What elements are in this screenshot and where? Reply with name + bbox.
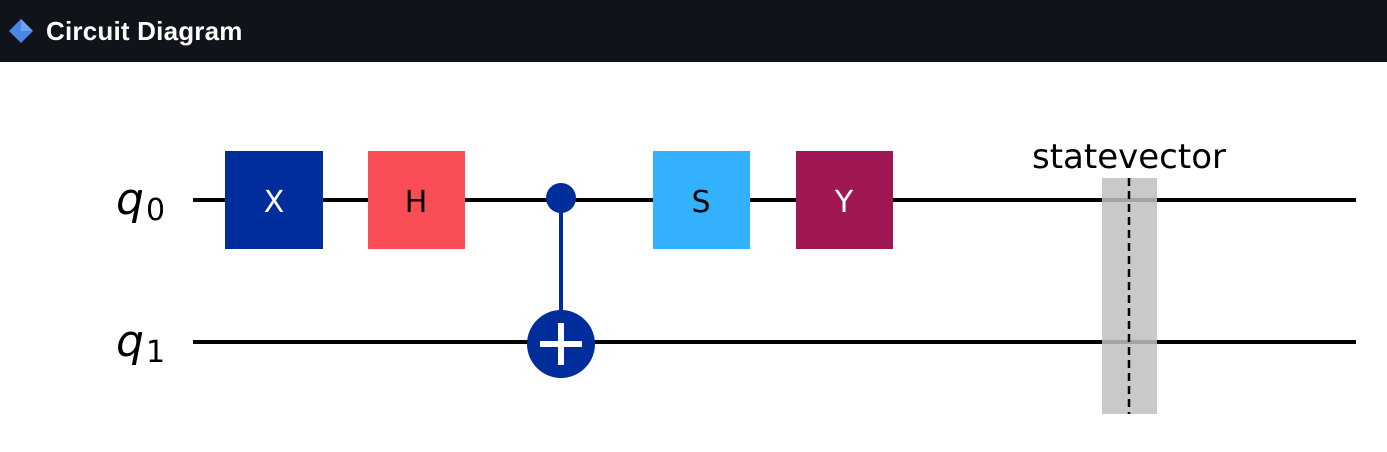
gate-h-label: H [405, 185, 428, 220]
gate-x-label: X [264, 185, 285, 220]
barrier-label: statevector [1032, 137, 1226, 177]
cnot-target [527, 310, 595, 378]
gate-s-label: S [691, 185, 710, 220]
gate-s [653, 151, 750, 249]
blue-diamond-icon [6, 16, 36, 46]
circuit-canvas: q0 q1 X H S Y statevector [0, 62, 1387, 448]
gate-h [368, 151, 465, 249]
page-title: Circuit Diagram [46, 15, 243, 46]
qubit-label-q0: q0 [116, 174, 165, 228]
app-header: Circuit Diagram [0, 0, 1387, 62]
gate-x [225, 151, 323, 249]
gate-y-label: Y [834, 185, 854, 220]
cnot-control-dot [546, 183, 576, 213]
qubit-label-q1: q1 [116, 316, 165, 370]
gate-y [796, 151, 893, 249]
circuit-diagram: q0 q1 X H S Y statevector [116, 137, 1356, 414]
